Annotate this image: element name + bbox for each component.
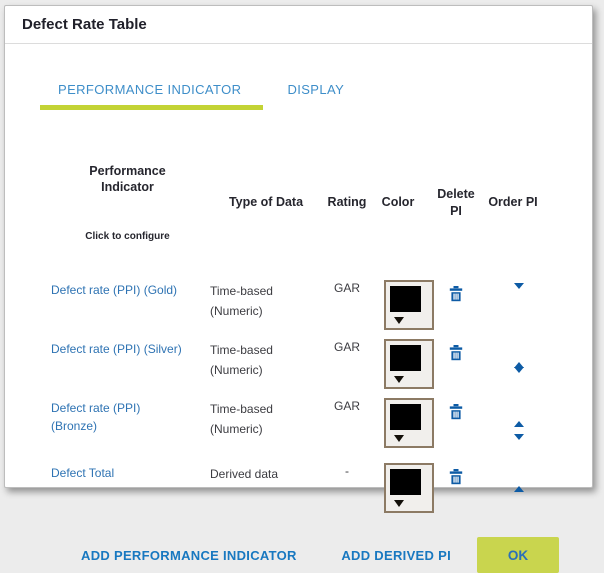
add-derived-pi-button[interactable]: ADD DERIVED PI — [341, 547, 451, 563]
header-rating: Rating — [327, 195, 367, 210]
pi-link-gold[interactable]: Defect rate (PPI) (Gold) — [51, 283, 178, 297]
header-pi-label: Performance Indicator — [89, 163, 166, 194]
caret-down-icon — [514, 283, 524, 303]
color-value-box — [390, 345, 421, 371]
order-pi-cell — [488, 278, 550, 330]
header-type-of-data: Type of Data — [228, 195, 304, 210]
delete-pi-button[interactable] — [447, 343, 465, 363]
rating-cell: GAR — [333, 340, 360, 354]
header-pi-subtext: Click to configure — [85, 230, 170, 242]
header-order-pi: Order PI — [488, 195, 538, 210]
caret-up-icon — [514, 407, 524, 427]
trash-icon — [449, 469, 463, 485]
order-pi-cell — [488, 461, 550, 513]
header-delete-pi: Delete PI — [437, 187, 475, 218]
rating-cell: GAR — [333, 281, 360, 295]
type-of-data-cell: Time-based (Numeric) — [210, 402, 273, 437]
type-of-data-cell: Derived data — [210, 467, 279, 481]
dialog-content: PERFORMANCE INDICATOR DISPLAY Performanc… — [5, 82, 592, 573]
table-row: Defect rate (PPI) (Bronze) Time-based (N… — [45, 396, 559, 458]
caret-up-icon — [514, 348, 524, 368]
delete-pi-button[interactable] — [447, 467, 465, 487]
dialog-footer: ADD PERFORMANCE INDICATOR ADD DERIVED PI… — [45, 537, 559, 573]
move-up-button[interactable] — [512, 346, 526, 368]
move-up-button[interactable] — [512, 405, 526, 427]
tab-bar: PERFORMANCE INDICATOR DISPLAY — [40, 82, 559, 110]
order-pi-cell — [488, 396, 550, 456]
trash-icon — [449, 286, 463, 302]
header-performance-indicator: Performance Indicator Click to configure — [45, 130, 210, 275]
tab-display[interactable]: DISPLAY — [287, 82, 345, 97]
color-picker-swatch[interactable] — [384, 398, 434, 448]
type-of-data-cell: Time-based (Numeric) — [210, 343, 273, 378]
table-row: Defect rate (PPI) (Silver) Time-based (N… — [45, 337, 559, 393]
delete-pi-button[interactable] — [447, 402, 465, 422]
move-down-button[interactable] — [512, 434, 526, 456]
caret-up-icon — [514, 472, 524, 492]
move-down-button[interactable] — [512, 367, 526, 389]
type-of-data-cell: Time-based (Numeric) — [210, 284, 273, 319]
trash-icon — [449, 345, 463, 361]
color-picker-swatch[interactable] — [384, 339, 434, 389]
table-row: Defect Total Derived data - — [45, 461, 559, 517]
color-value-box — [390, 286, 421, 312]
add-performance-indicator-button[interactable]: ADD PERFORMANCE INDICATOR — [81, 547, 297, 563]
caret-down-icon — [394, 435, 404, 442]
color-value-box — [390, 404, 421, 430]
order-pi-cell — [488, 337, 550, 389]
caret-down-icon — [514, 367, 524, 387]
pi-link-bronze[interactable]: Defect rate (PPI) (Bronze) — [51, 401, 141, 433]
pi-link-silver[interactable]: Defect rate (PPI) (Silver) — [51, 342, 182, 356]
trash-icon — [449, 404, 463, 420]
delete-pi-button[interactable] — [447, 284, 465, 304]
ok-button[interactable]: OK — [477, 537, 559, 573]
table-header-row: Performance Indicator Click to configure… — [45, 130, 559, 275]
dialog-title: Defect Rate Table — [5, 6, 592, 44]
defect-rate-table-dialog: Defect Rate Table PERFORMANCE INDICATOR … — [4, 5, 593, 573]
move-up-button[interactable] — [512, 470, 526, 492]
color-picker-swatch[interactable] — [384, 463, 434, 513]
caret-down-icon — [394, 376, 404, 383]
header-color: Color — [381, 195, 415, 210]
caret-down-icon — [514, 434, 524, 454]
table-row: Defect rate (PPI) (Gold) Time-based (Num… — [45, 278, 559, 334]
tab-performance-indicator[interactable]: PERFORMANCE INDICATOR — [40, 82, 264, 110]
caret-down-icon — [394, 317, 404, 324]
rating-cell: GAR — [333, 399, 360, 413]
color-value-box — [390, 469, 421, 495]
rating-cell: - — [345, 464, 349, 478]
pi-link-defect-total[interactable]: Defect Total — [51, 466, 115, 480]
color-picker-swatch[interactable] — [384, 280, 434, 330]
move-down-button[interactable] — [512, 283, 526, 305]
